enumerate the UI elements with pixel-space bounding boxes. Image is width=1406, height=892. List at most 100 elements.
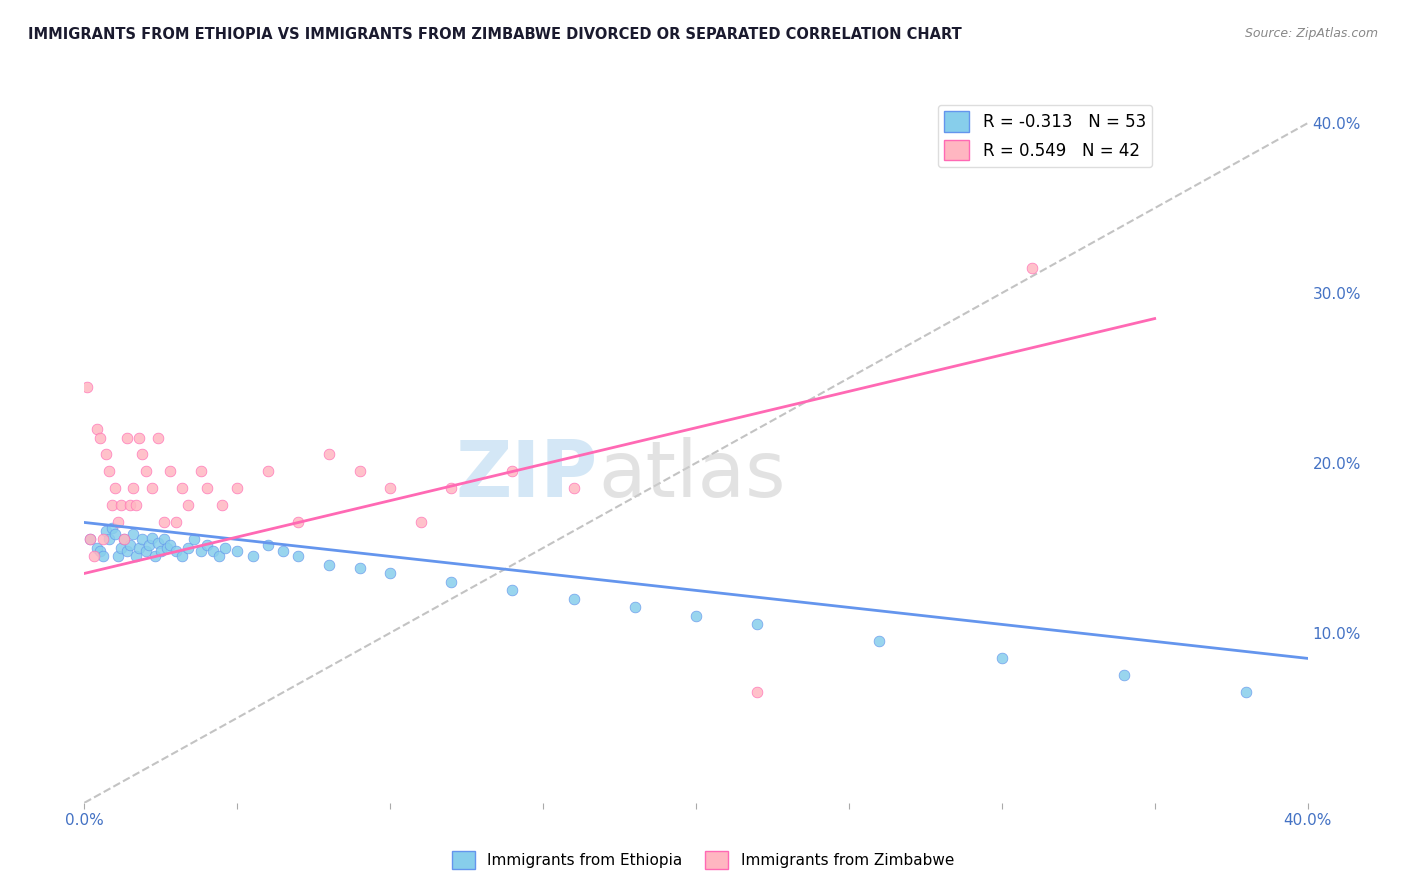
Point [195, 482, 218, 496]
Point [131, 448, 153, 462]
Point [112, 533, 135, 547]
Text: atlas: atlas [598, 436, 786, 513]
Point [86, 422, 108, 436]
Point [138, 537, 160, 551]
Point [112, 533, 135, 547]
Point [165, 516, 187, 530]
Text: IMMIGRANTS FROM ETHIOPIA VS IMMIGRANTS FROM ZIMBABWE DIVORCED OR SEPARATED CORRE: IMMIGRANTS FROM ETHIOPIA VS IMMIGRANTS F… [28, 27, 962, 42]
Point [271, 544, 294, 558]
Point [97, 465, 120, 479]
Point [747, 685, 769, 699]
Point [440, 482, 463, 496]
Point [97, 533, 120, 547]
Point [110, 541, 132, 555]
Point [183, 533, 205, 547]
Point [146, 536, 169, 550]
Point [190, 465, 212, 479]
Point [141, 482, 163, 496]
Point [226, 544, 249, 558]
Point [1021, 260, 1043, 275]
Point [440, 574, 463, 589]
Point [101, 499, 124, 513]
Point [79, 533, 101, 547]
Point [141, 531, 163, 545]
Point [190, 544, 212, 558]
Point [107, 549, 129, 564]
Point [122, 527, 145, 541]
Point [208, 549, 231, 564]
Point [685, 608, 707, 623]
Point [349, 561, 371, 575]
Text: Source: ZipAtlas.com: Source: ZipAtlas.com [1244, 27, 1378, 40]
Point [91, 533, 114, 547]
Point [94, 448, 117, 462]
Point [83, 549, 105, 564]
Point [156, 541, 179, 555]
Point [502, 465, 524, 479]
Point [172, 482, 194, 496]
Point [122, 482, 145, 496]
Point [226, 482, 249, 496]
Point [76, 379, 98, 393]
Point [318, 558, 340, 572]
Point [153, 533, 176, 547]
Point [177, 541, 200, 555]
Point [115, 544, 138, 558]
Point [104, 482, 127, 496]
Point [125, 499, 148, 513]
Point [318, 448, 340, 462]
Point [195, 537, 218, 551]
Point [991, 651, 1014, 665]
Point [380, 482, 402, 496]
Point [172, 549, 194, 564]
Point [159, 465, 181, 479]
Point [94, 524, 117, 538]
Text: ZIP: ZIP [456, 436, 598, 513]
Point [79, 533, 101, 547]
Point [110, 499, 132, 513]
Point [562, 482, 585, 496]
Point [257, 465, 280, 479]
Point [125, 549, 148, 564]
Point [624, 600, 647, 615]
Legend: R = -0.313   N = 53, R = 0.549   N = 42: R = -0.313 N = 53, R = 0.549 N = 42 [938, 104, 1153, 167]
Point [165, 544, 187, 558]
Point [120, 537, 142, 551]
Point [1236, 685, 1258, 699]
Point [143, 549, 166, 564]
Point [135, 544, 157, 558]
Point [153, 516, 176, 530]
Point [257, 537, 280, 551]
Point [747, 617, 769, 632]
Point [287, 516, 309, 530]
Point [135, 465, 157, 479]
Point [869, 634, 891, 648]
Point [107, 516, 129, 530]
Point [104, 527, 127, 541]
Point [177, 499, 200, 513]
Point [149, 544, 172, 558]
Point [201, 544, 224, 558]
Point [287, 549, 309, 564]
Point [101, 520, 124, 534]
Point [128, 430, 150, 444]
Point [562, 591, 585, 606]
Point [242, 549, 264, 564]
Point [86, 541, 108, 555]
Point [128, 541, 150, 555]
Point [91, 549, 114, 564]
Point [89, 430, 111, 444]
Point [115, 430, 138, 444]
Point [89, 544, 111, 558]
Legend: Immigrants from Ethiopia, Immigrants from Zimbabwe: Immigrants from Ethiopia, Immigrants fro… [446, 845, 960, 875]
Point [159, 537, 181, 551]
Point [214, 541, 236, 555]
Point [146, 430, 169, 444]
Point [409, 516, 432, 530]
Point [120, 499, 142, 513]
Point [1114, 668, 1136, 682]
Point [380, 566, 402, 581]
Point [131, 533, 153, 547]
Point [502, 583, 524, 598]
Point [349, 465, 371, 479]
